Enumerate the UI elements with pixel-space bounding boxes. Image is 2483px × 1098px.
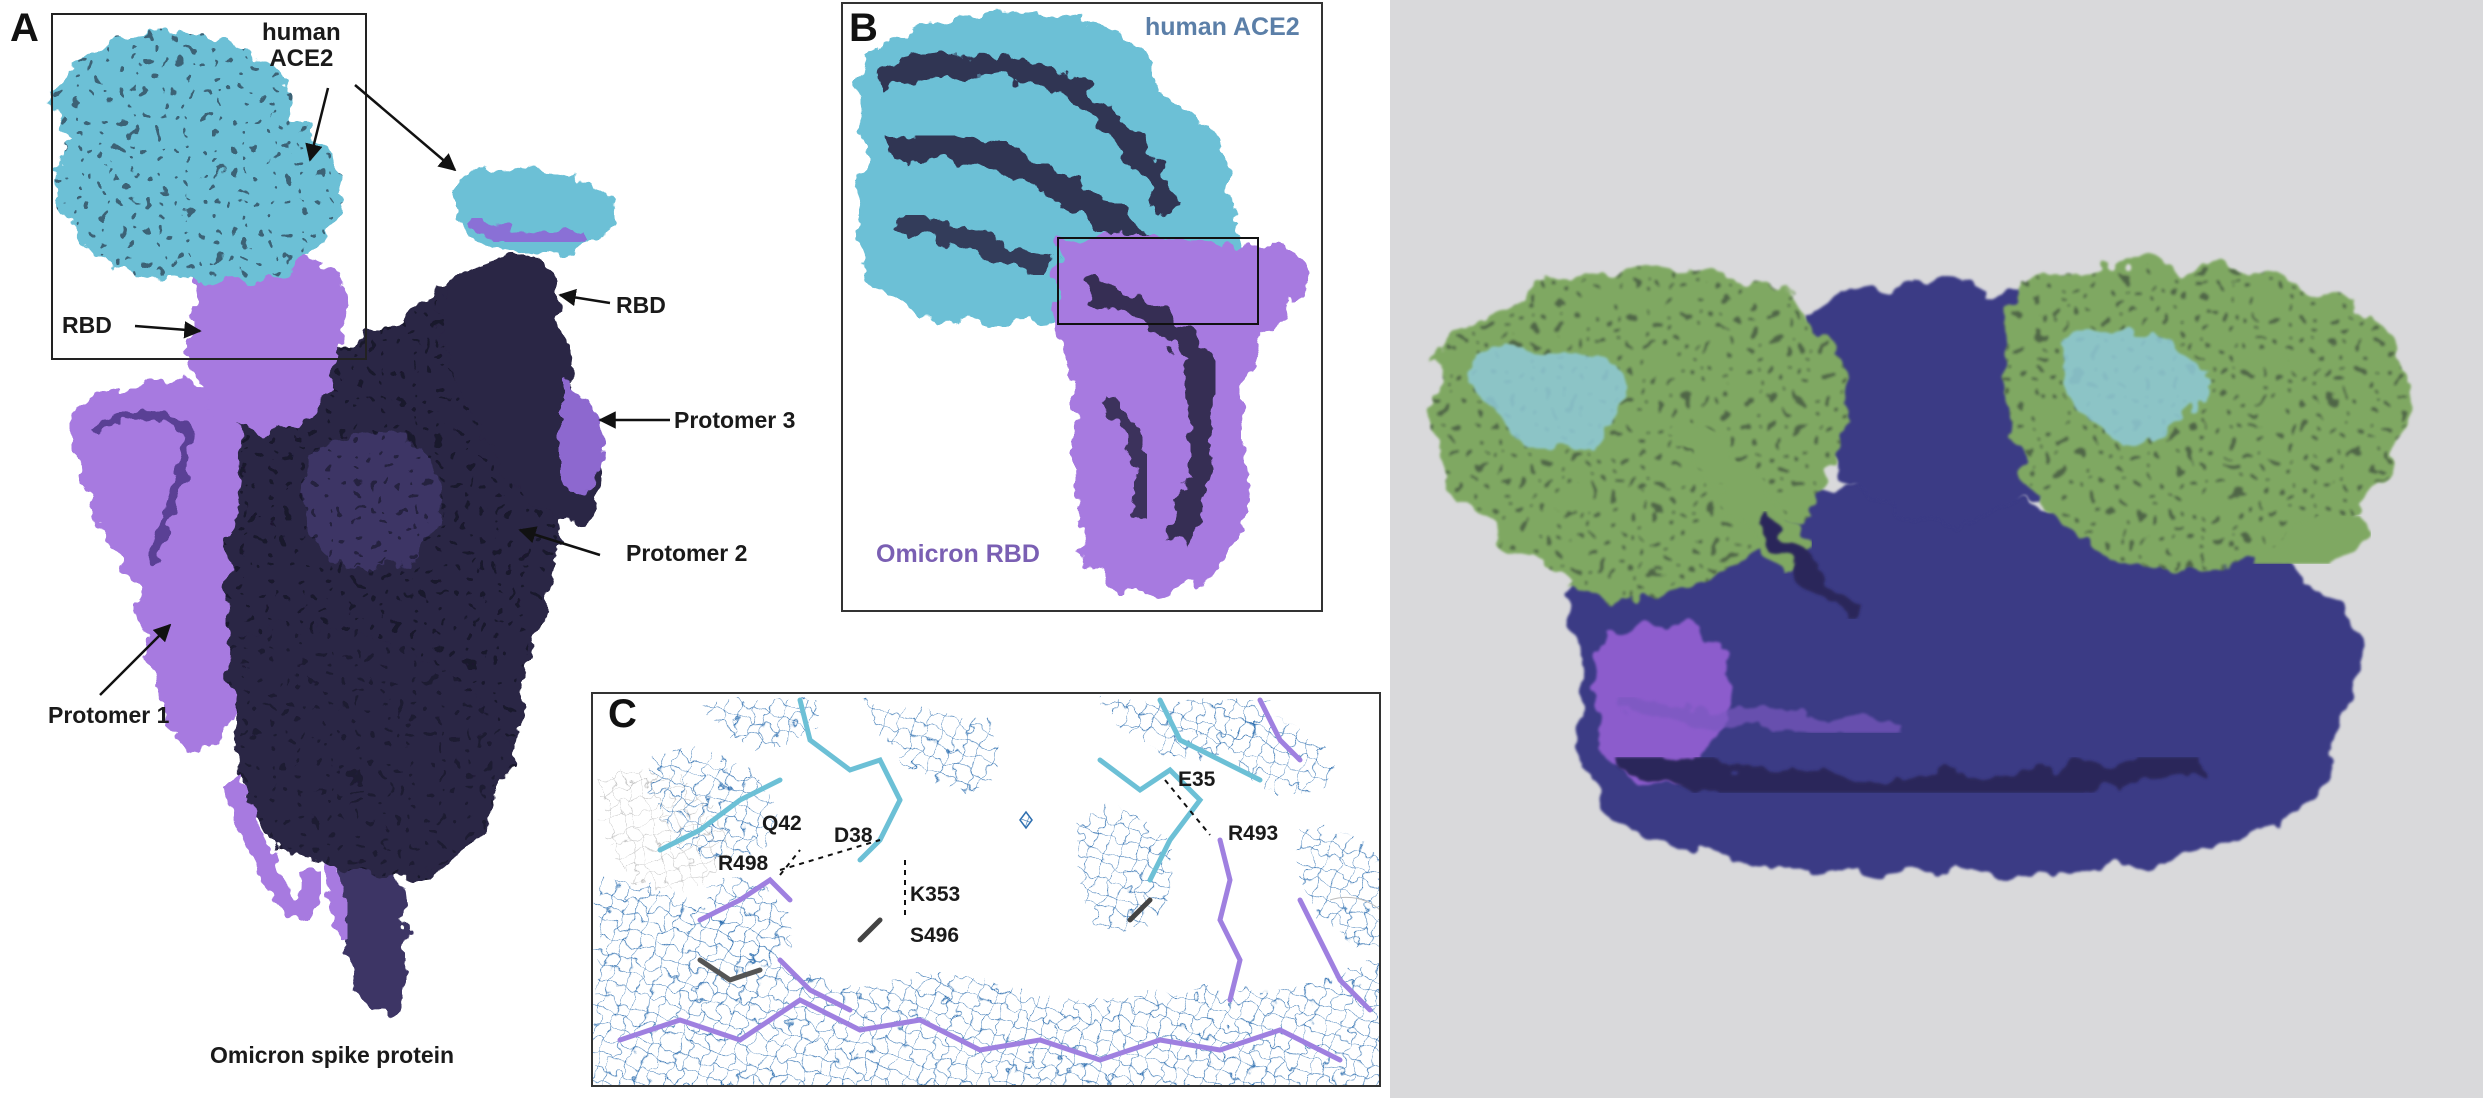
right-surface-rendering <box>1432 264 2408 874</box>
panel-c-mesh <box>593 697 1379 1085</box>
label-a-protomer-2: Protomer 2 <box>626 540 748 566</box>
label-b-omicron-rbd: Omicron RBD <box>876 540 1040 568</box>
label-a-protomer-1: Protomer 1 <box>48 702 170 728</box>
label-c-s496: S496 <box>910 924 960 947</box>
panel-a-spike <box>54 32 613 1016</box>
label-a-rbd-right: RBD <box>616 292 666 318</box>
label-c-r493: R493 <box>1228 822 1279 845</box>
label-c-k353: K353 <box>910 883 961 906</box>
panel-b-zoom-box <box>1057 237 1259 325</box>
label-a-caption: Omicron spike protein <box>210 1042 455 1068</box>
label-c-q42: Q42 <box>762 812 802 835</box>
label-a-human-ace2: human ACE2 <box>262 19 341 73</box>
panel-a-letter: A <box>10 6 39 50</box>
label-b-human-ace2: human ACE2 <box>1145 13 1300 41</box>
panel-a-arrows <box>99 84 670 696</box>
panel-c-letter: C <box>608 692 637 736</box>
label-c-r498: R498 <box>718 852 769 875</box>
panel-b-letter: B <box>849 6 878 50</box>
label-a-protomer-3: Protomer 3 <box>674 407 796 433</box>
panel-a-inset-box <box>51 13 367 360</box>
label-a-rbd-left: RBD <box>62 312 112 338</box>
label-c-d38: D38 <box>834 824 873 847</box>
label-c-e35: E35 <box>1178 768 1216 791</box>
